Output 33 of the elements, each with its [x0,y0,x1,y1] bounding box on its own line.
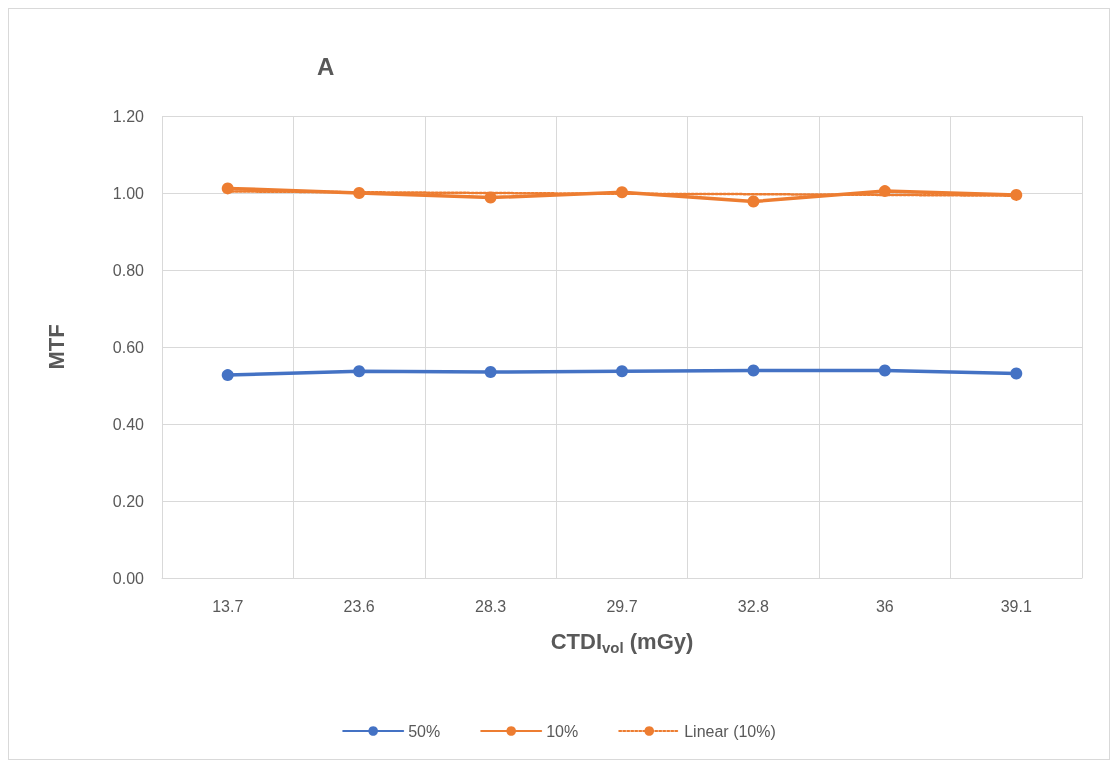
legend-label: Linear (10%) [684,722,776,740]
legend-label: 50% [408,722,441,740]
y-tick-label: 1.00 [112,184,145,202]
y-tick-label: 0.80 [112,261,145,279]
y-tick-label: 1.20 [112,107,145,125]
x-tick-label: 23.6 [343,597,375,615]
point [878,185,891,198]
x-tick-label: 32.8 [737,597,770,615]
point [878,364,891,377]
point [221,182,234,195]
y-axis-title: MTF [43,324,69,370]
x-tick-label: 13.7 [212,597,244,615]
point [747,364,760,377]
point [1010,367,1023,380]
point [221,369,234,382]
point [353,187,366,199]
point [747,195,760,208]
point [484,366,497,379]
y-tick-label: 0.20 [112,492,145,510]
point [1010,188,1023,201]
x-tick-label: 29.7 [606,597,638,615]
legend-label: 10% [546,722,579,740]
y-tick-label: 0.40 [112,415,145,433]
point [616,186,628,199]
point [616,365,628,378]
point [353,365,366,378]
y-tick-label: 0.00 [112,569,145,587]
x-tick-label: 39.1 [1000,597,1032,615]
point [484,191,497,204]
x-tick-label: 28.3 [475,597,507,615]
y-tick-label: 0.60 [112,338,145,356]
x-tick-label: 36 [875,597,894,615]
chart-title: A [317,52,335,80]
